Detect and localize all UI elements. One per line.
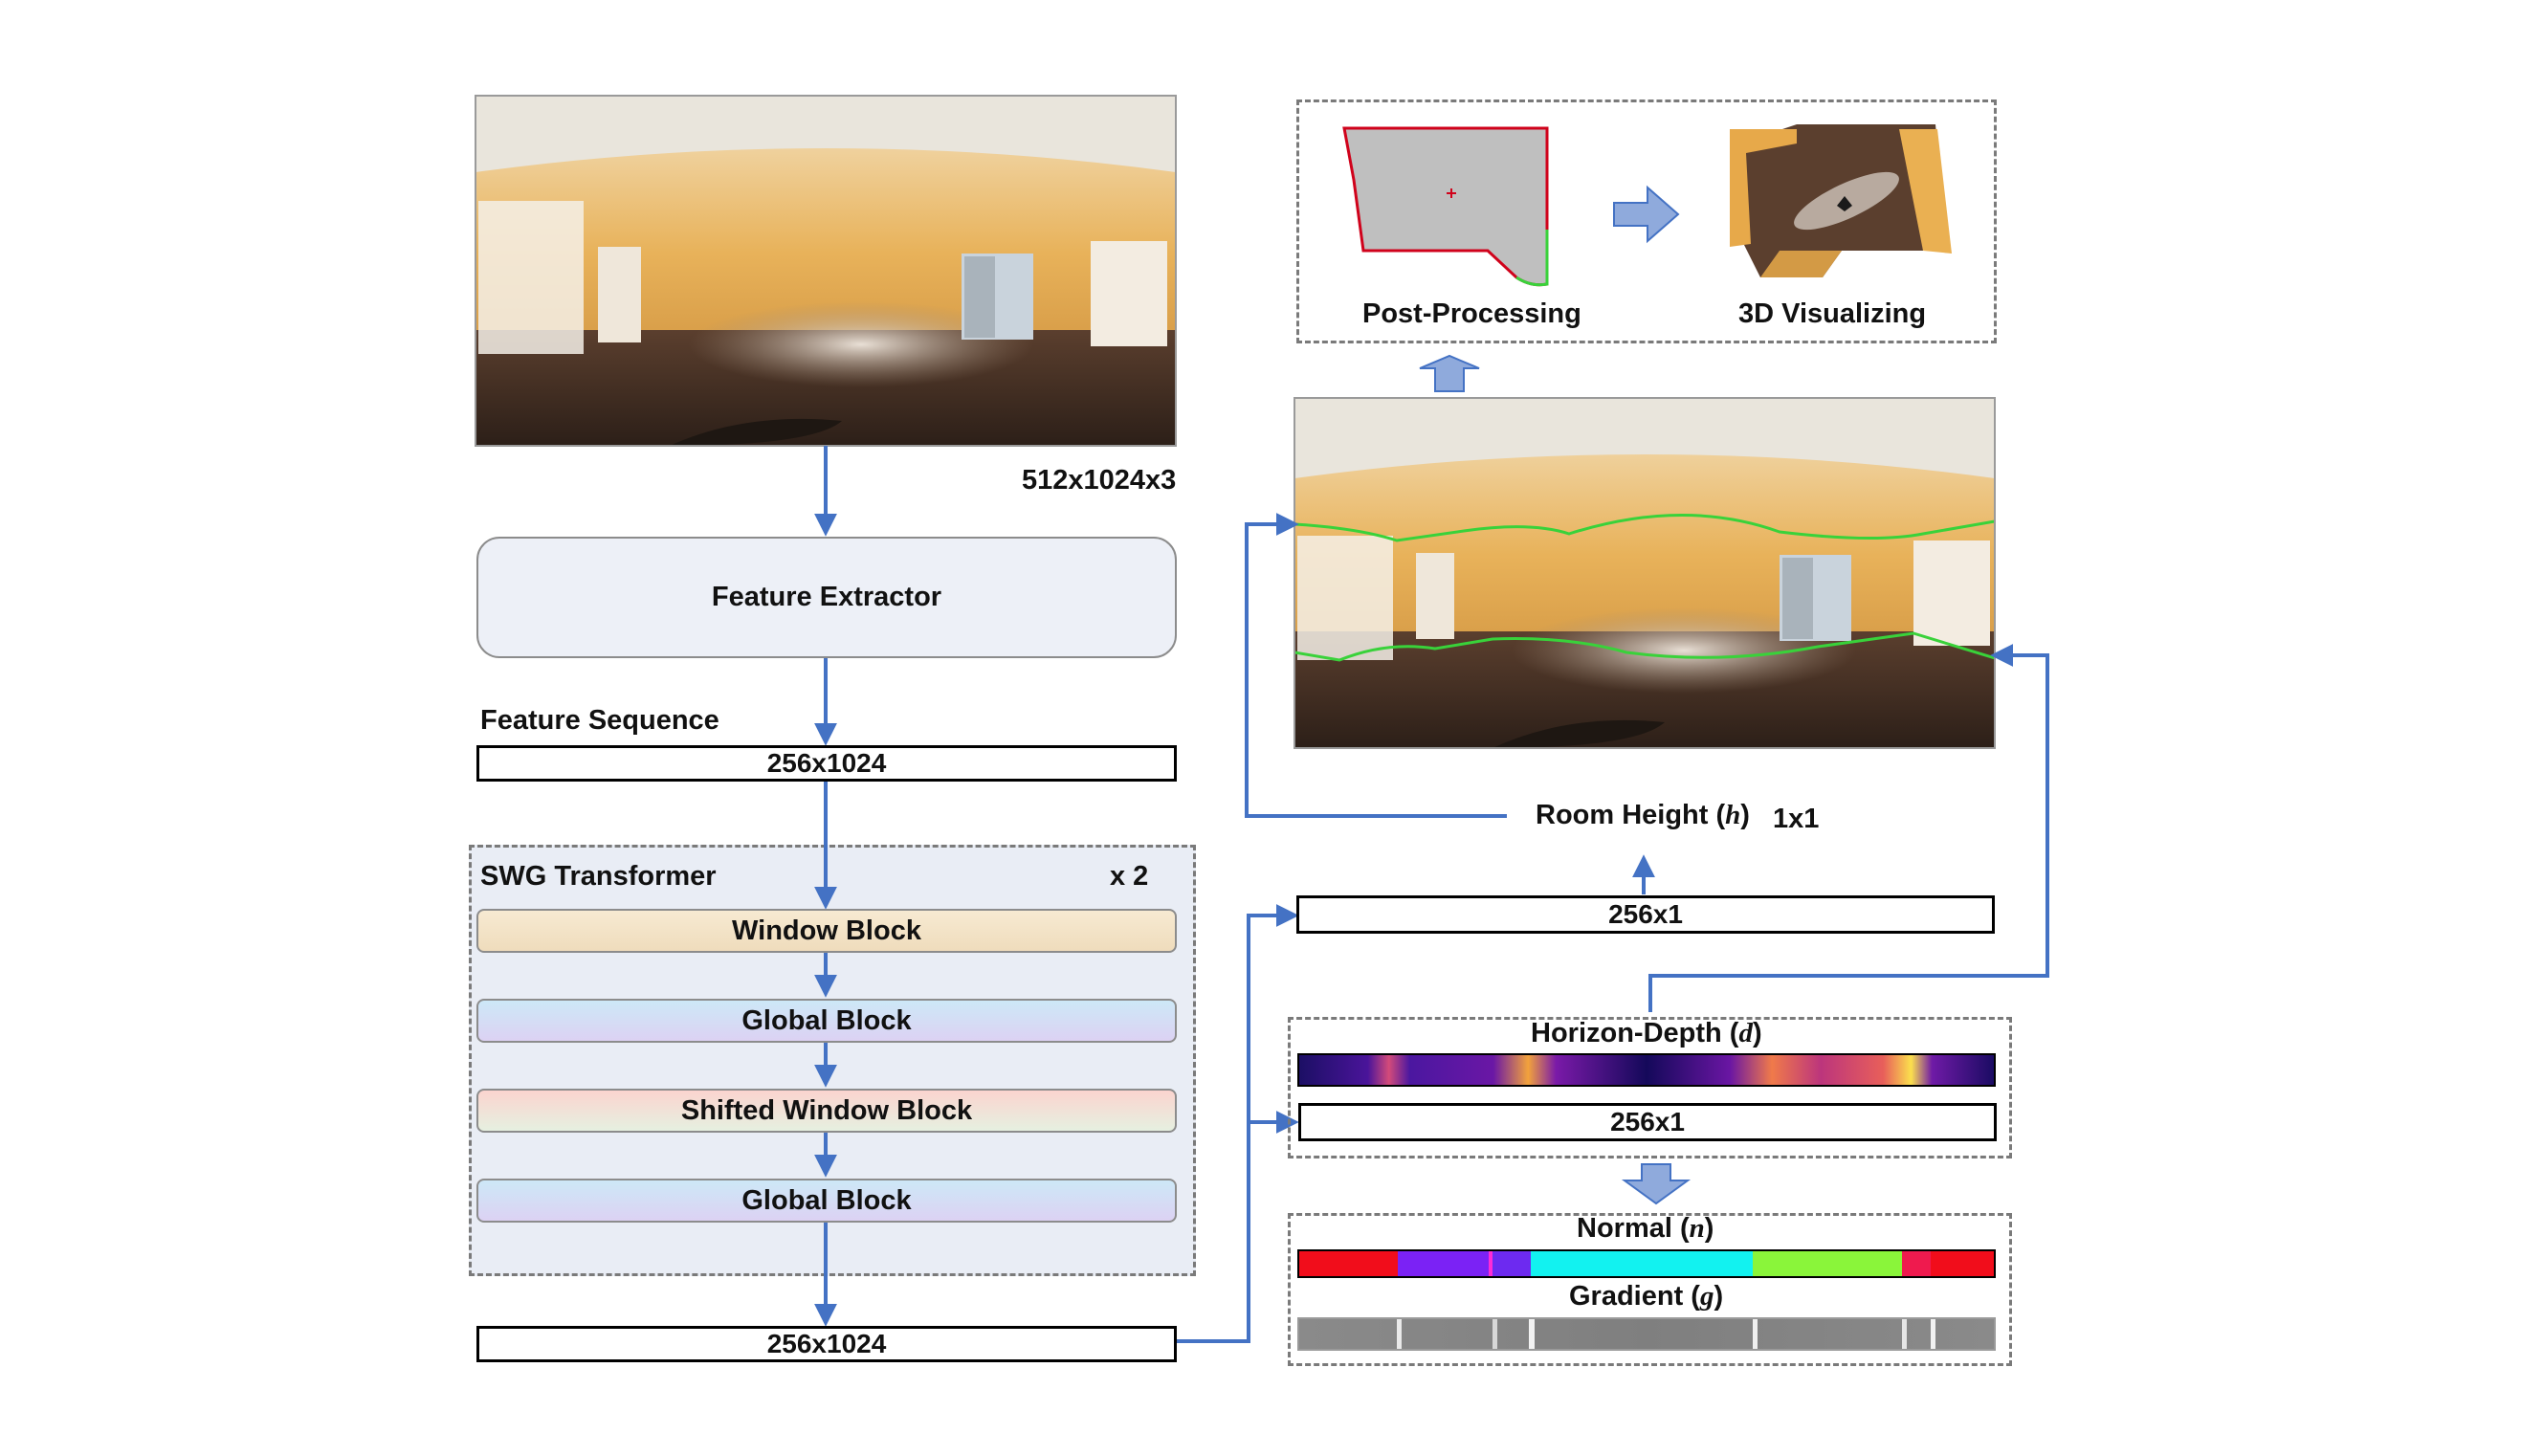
block-arrow-right [1613,185,1680,244]
panorama-output-image [1294,398,1995,748]
horizon-depth-label: Horizon-Depth (d) [1531,1018,1762,1048]
window-block: Window Block [476,909,1177,953]
room-height-symbol: h [1725,800,1741,830]
block-arrow-down [1621,1163,1692,1205]
block-arrow-up [1419,354,1480,392]
shifted-window-block: Shifted Window Block [476,1089,1177,1133]
panorama-input-image [475,96,1176,446]
normal-colorbar [1297,1249,1996,1278]
height-dimension-label: 1x1 [1773,804,1820,834]
normal-gradient-panel [1288,1213,2012,1366]
normal-label: Normal (n) [1577,1213,1714,1244]
global-block-2-label: Global Block [741,1184,912,1216]
post-processing-panel [1296,99,1997,343]
floor-plan-icon [1342,126,1549,287]
height-vector-box: 256x1 [1296,895,1995,934]
global-block-1-label: Global Block [741,1004,912,1036]
window-block-label: Window Block [732,915,921,946]
feature-extractor-label: Feature Extractor [711,582,942,612]
height-vector-dim: 256x1 [1608,899,1683,929]
feature-extractor-box: Feature Extractor [476,537,1177,658]
horizon-depth-colorbar [1297,1053,1996,1087]
feature-sequence-label: Feature Sequence [480,705,719,736]
post-processing-label: Post-Processing [1362,298,1581,329]
feature-sequence-dim: 256x1024 [766,748,887,778]
room-3d-model-icon [1730,124,1952,277]
repeat-count-label: x 2 [1110,861,1149,892]
depth-vector-dim: 256x1 [1610,1107,1685,1136]
output-sequence-dim: 256x1024 [766,1329,887,1358]
swg-transformer-title: SWG Transformer [480,861,717,892]
global-block-2: Global Block [476,1179,1177,1223]
gradient-bar [1297,1317,1996,1351]
gradient-symbol: g [1699,1281,1714,1312]
depth-vector-box: 256x1 [1298,1103,1997,1141]
normal-symbol: n [1689,1213,1705,1244]
panorama-output-border [1294,397,1996,749]
connector-arrows [814,446,2049,1343]
shifted-window-block-label: Shifted Window Block [680,1094,973,1126]
input-dimension-label: 512x1024x3 [1022,465,1177,496]
feature-sequence-box: 256x1024 [476,745,1177,782]
visualizing-3d-label: 3D Visualizing [1738,298,1927,329]
horizon-depth-symbol: d [1738,1018,1753,1048]
room-height-label: Room Height (h) [1536,800,1750,830]
horizon-depth-panel [1288,1017,2012,1158]
gradient-label: Gradient (g) [1569,1281,1724,1312]
output-sequence-box: 256x1024 [476,1326,1177,1362]
global-block-1: Global Block [476,999,1177,1043]
